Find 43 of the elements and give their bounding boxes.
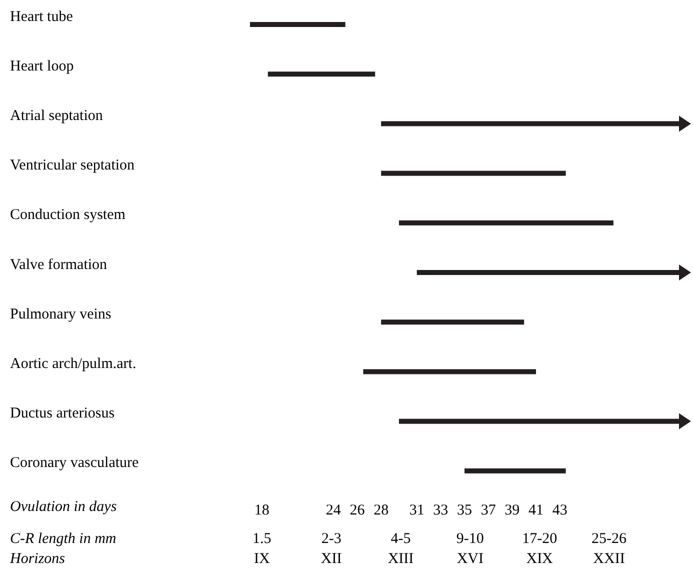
x-tick-label: 28	[374, 502, 389, 519]
y-tick-label: Valve formation	[10, 256, 108, 273]
text: 2-3	[321, 531, 342, 547]
bar	[381, 170, 566, 176]
x-axis-title: Ovulation in days	[10, 499, 117, 515]
x-tick-label: 35	[457, 502, 472, 519]
text: XVI	[456, 551, 484, 567]
x-tick-label: 43	[552, 502, 568, 519]
x-tick-label: 31	[409, 502, 424, 519]
bar	[464, 468, 566, 474]
text: XII	[320, 551, 342, 567]
x-tick-label: 26	[350, 502, 366, 519]
text: XXII	[593, 551, 625, 567]
y-tick-label: Atrial septation	[10, 108, 104, 124]
bar	[250, 22, 346, 27]
text: IX	[254, 551, 270, 567]
x-tick-label: 39	[504, 502, 520, 519]
x-tick-label: 33	[433, 502, 448, 519]
y-tick-label: Heart tube	[10, 8, 74, 25]
bar	[363, 369, 536, 374]
y-tick-label: Coronary vasculature	[10, 455, 140, 472]
y-tick-label: Conduction system	[10, 207, 126, 224]
text: 4-5	[390, 531, 411, 547]
y-tick-label: Heart loop	[10, 58, 74, 74]
x-tick-label: 18	[254, 502, 270, 519]
bar	[268, 72, 376, 77]
bar	[381, 320, 524, 325]
y-tick-label: Ventricular septation	[10, 158, 136, 174]
text: C-R length in mm	[10, 531, 116, 547]
y-tick-label: Aortic arch/pulm.art.	[10, 356, 136, 372]
x-tick-label: 41	[528, 502, 544, 519]
x-tick-label: 24	[326, 502, 342, 519]
y-tick-label: Ductus arteriosus	[10, 406, 115, 422]
x-tick-label: 37	[480, 502, 496, 519]
text: XIII	[388, 551, 414, 567]
text: 1.5	[252, 531, 272, 547]
text: 9-10	[456, 531, 484, 547]
text: Horizons	[9, 551, 66, 567]
text: XIX	[526, 551, 554, 567]
bar	[398, 220, 614, 226]
text: 17-20	[522, 531, 558, 547]
y-tick-label: Pulmonary veins	[10, 306, 112, 322]
text: 25-26	[592, 531, 627, 547]
